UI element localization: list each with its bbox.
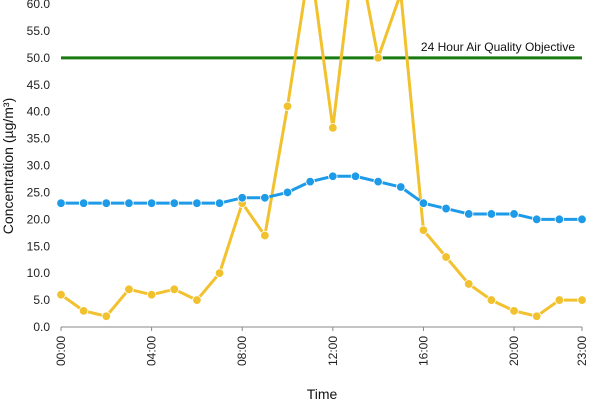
series-1-point [260, 230, 270, 241]
series-1-point [554, 295, 565, 305]
air-quality-objective-label: 24 Hour Air Quality Objective [421, 40, 575, 54]
series-2-point [260, 193, 270, 203]
x-tick-label: 04:00 [145, 336, 159, 366]
series-2-point [464, 209, 474, 219]
series-2-point [237, 193, 247, 203]
series-2-point [146, 198, 157, 208]
series-2-point [577, 214, 587, 225]
y-axis-ticks: 0.0 5.0 10.0 15.0 20.0 25.0 30.0 35.0 40.0 45.0 50… [27, 0, 51, 334]
x-tick-label: 08:00 [235, 336, 249, 366]
series-2-point [350, 171, 361, 181]
y-tick-label: 25.0 [27, 185, 51, 199]
series-1-point [328, 123, 338, 133]
series-1-point [464, 279, 474, 289]
series-2-point [486, 209, 497, 219]
series-2-point [101, 198, 112, 208]
series-1-point [124, 284, 134, 295]
y-axis-title: Concentration (µg/m³) [0, 98, 16, 234]
y-tick-label: 40.0 [27, 105, 51, 119]
series-layer [56, 0, 587, 321]
series-1-point [169, 284, 179, 295]
x-axis-title: Time [307, 386, 338, 400]
series-1-point [192, 295, 202, 305]
series-1-point [214, 268, 225, 278]
y-tick-label: 55.0 [27, 24, 51, 38]
series-2 [56, 171, 587, 225]
series-1-point [509, 306, 519, 316]
series-1-point [531, 311, 542, 321]
x-tick-label: 16:00 [416, 336, 430, 366]
series-2-point [214, 198, 225, 208]
series-2-line [61, 174, 582, 221]
y-tick-label: 50.0 [27, 51, 51, 65]
series-2-point [554, 214, 565, 225]
series-1-point [101, 311, 112, 321]
series-2-point [124, 198, 134, 208]
y-tick-label: 60.0 [27, 0, 51, 11]
y-tick-label: 20.0 [27, 212, 51, 226]
y-tick-label: 45.0 [27, 78, 51, 92]
series-1 [56, 0, 587, 321]
series-2-point [192, 198, 202, 208]
y-tick-label: 0.0 [33, 320, 50, 334]
y-tick-label: 10.0 [27, 266, 51, 280]
series-1-point [441, 252, 451, 262]
reference-line-group: 24 Hour Air Quality Objective [61, 40, 582, 60]
series-2-point [282, 187, 293, 198]
series-1-point [282, 101, 293, 111]
series-2-point [169, 198, 179, 208]
series-2-point [305, 176, 315, 187]
y-tick-label: 15.0 [27, 239, 51, 253]
series-2-point [418, 198, 429, 208]
series-2-point [328, 171, 338, 181]
y-tick-label: 5.0 [33, 293, 50, 307]
y-tick-label: 30.0 [27, 159, 51, 173]
series-1-point [56, 290, 66, 300]
series-1-point [577, 295, 587, 305]
series-2-point [441, 203, 451, 214]
series-1-point [373, 53, 383, 63]
series-2-point [56, 198, 66, 208]
x-tick-label: 00:00 [54, 336, 68, 366]
series-2-point [396, 182, 406, 192]
x-tick-label: 12:00 [326, 336, 340, 366]
y-tick-label: 35.0 [27, 132, 51, 146]
series-2-point [78, 198, 89, 208]
x-axis-ticks: 00:00 04:00 08:00 12:00 16:00 20:00 23:00 [54, 327, 589, 366]
x-tick-label: 20:00 [507, 336, 521, 366]
series-1-point [486, 295, 497, 305]
series-2-point [531, 214, 542, 225]
series-1-point [146, 290, 157, 300]
series-2-point [509, 209, 519, 219]
series-1-point [78, 306, 89, 316]
series-1-point [418, 225, 429, 235]
series-2-point [373, 176, 383, 187]
x-tick-label: 23:00 [575, 336, 589, 366]
